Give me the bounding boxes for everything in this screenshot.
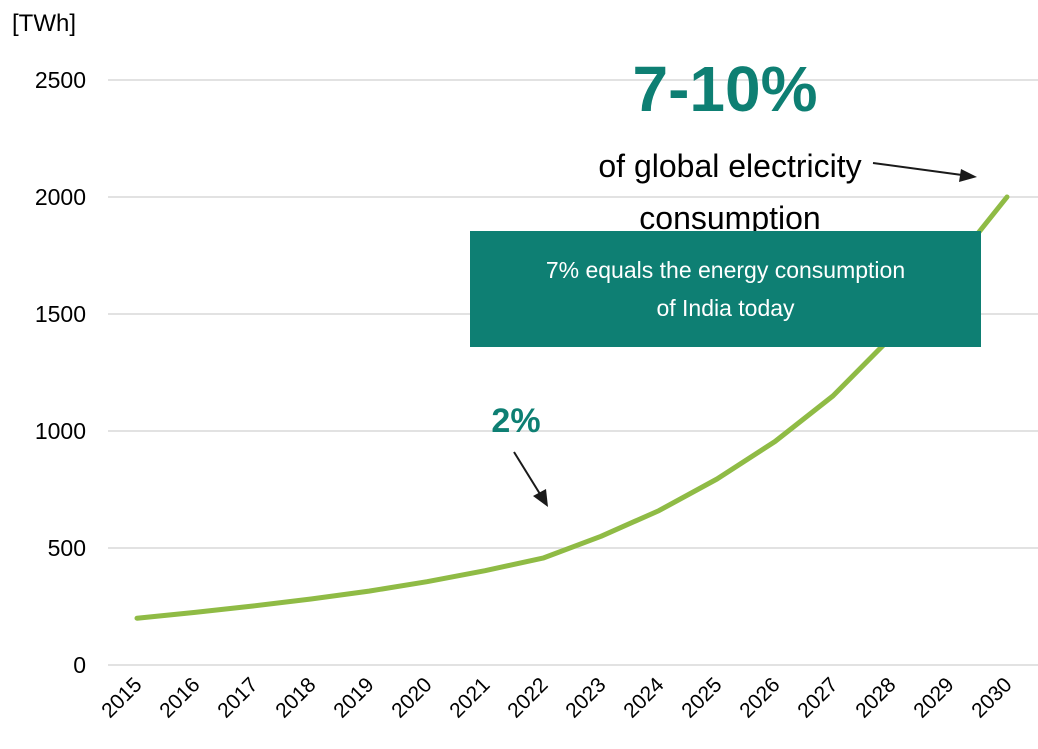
y-tick-label: 1000: [35, 418, 86, 444]
x-tick-label: 2023: [561, 673, 610, 722]
info-box-line-1: 7% equals the energy consumption: [545, 257, 906, 283]
arrow-to-2022: [513, 451, 541, 495]
x-tick-label: 2030: [967, 673, 1016, 722]
arrow-to-2030: [872, 162, 963, 176]
y-tick-label: 1500: [35, 301, 86, 327]
x-tick-label: 2029: [909, 673, 958, 722]
x-tick-label: 2020: [387, 673, 436, 722]
global-consumption-annotation: of global electricity consumption: [530, 140, 930, 244]
gridlines: [108, 79, 1038, 666]
arrow-head-2030: [959, 169, 977, 182]
y-axis-unit-label: [TWh]: [12, 10, 76, 37]
y-tick-label: 500: [48, 535, 86, 561]
arrow-head-2022: [533, 489, 548, 507]
big-percent-annotation: 7-10%: [632, 53, 818, 125]
y-tick-label: 2000: [35, 184, 86, 210]
y-tick-label: 0: [73, 652, 86, 678]
annotation-line-2: consumption: [639, 200, 821, 236]
x-tick-label: 2019: [329, 673, 378, 722]
x-tick-label: 2015: [97, 673, 146, 722]
series-line: [134, 194, 1010, 621]
x-tick-label: 2018: [271, 673, 320, 722]
y-tick-label: 2500: [35, 67, 86, 93]
y-tick-labels: 0 500 1000 1500 2000 2500: [35, 67, 86, 678]
x-tick-labels: 2015 2016 2017 2018 2019 2020 2021 2022 2023 2024…: [97, 673, 1016, 723]
x-tick-label: 2022: [503, 673, 552, 722]
x-tick-label: 2026: [735, 673, 784, 722]
x-tick-label: 2027: [793, 673, 842, 722]
india-info-box: 7% equals the energy consumption of Indi…: [470, 231, 981, 347]
annotation-arrows: [513, 162, 977, 507]
annotation-line-1: of global electricity: [598, 148, 862, 184]
x-tick-label: 2021: [445, 673, 494, 722]
x-tick-label: 2024: [619, 673, 669, 723]
x-tick-label: 2028: [851, 673, 900, 722]
info-box-line-2: of India today: [656, 295, 795, 321]
x-tick-label: 2017: [213, 673, 262, 722]
x-tick-label: 2016: [155, 673, 204, 722]
x-tick-label: 2025: [677, 673, 726, 722]
small-percent-annotation: 2%: [491, 402, 541, 440]
